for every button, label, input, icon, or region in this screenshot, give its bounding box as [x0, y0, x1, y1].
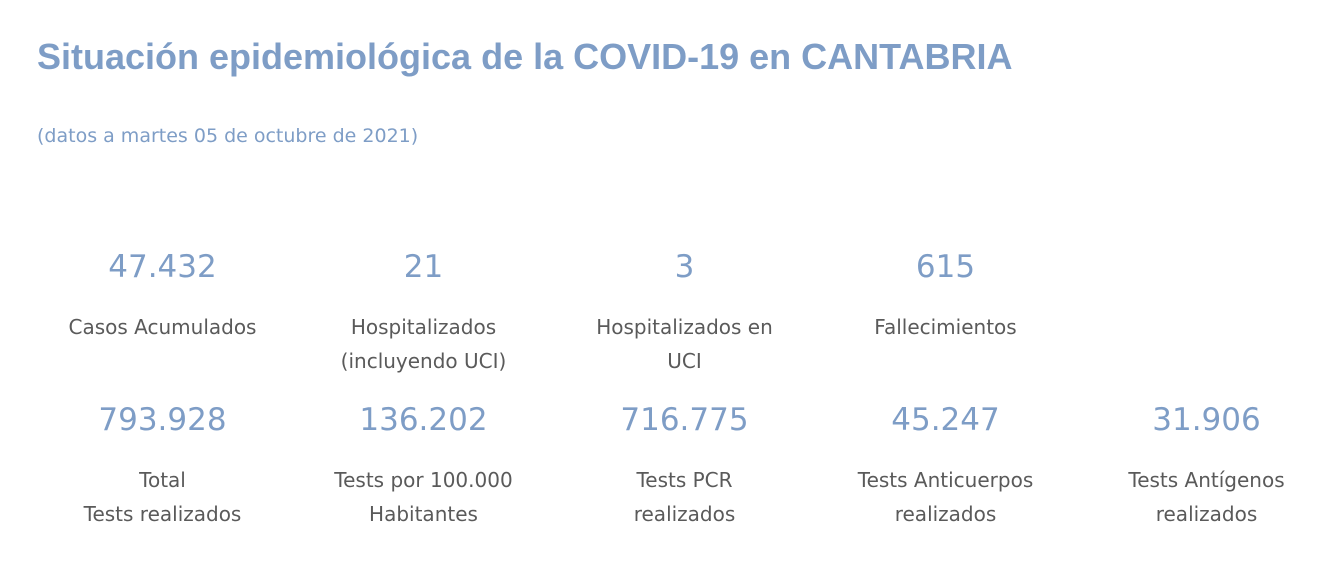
- stat-value: 47.432: [108, 249, 217, 285]
- stat-label: Fallecimientos: [874, 315, 1017, 339]
- page-title: Situación epidemiológica de la COVID-19 …: [37, 36, 1013, 77]
- stat-label: Tests por 100.000 Habitantes: [334, 468, 513, 526]
- stat-value: 793.928: [98, 402, 227, 438]
- stat-label: Total Tests realizados: [83, 468, 242, 526]
- stats-row-tests: 793.928 Total Tests realizados 136.202 T…: [32, 401, 1320, 531]
- data-date-subtitle: (datos a martes 05 de octubre de 2021): [37, 125, 419, 147]
- stat-casos-acumulados: 47.432 Casos Acumulados: [32, 248, 293, 378]
- stat-label: Tests Antígenos realizados: [1128, 468, 1285, 526]
- stat-hospitalizados-uci: 3 Hospitalizados en UCI: [554, 248, 815, 378]
- stat-tests-antigenos: 31.906 Tests Antígenos realizados: [1076, 401, 1320, 531]
- stat-value: 21: [403, 249, 444, 285]
- stat-value: 716.775: [620, 402, 749, 438]
- stat-tests-per-100k: 136.202 Tests por 100.000 Habitantes: [293, 401, 554, 531]
- stat-label: Hospitalizados en UCI: [596, 315, 773, 373]
- stat-label: Tests PCR realizados: [633, 468, 736, 526]
- stat-fallecimientos: 615 Fallecimientos: [815, 248, 1076, 378]
- stat-value: 615: [915, 249, 976, 285]
- stat-tests-pcr: 716.775 Tests PCR realizados: [554, 401, 815, 531]
- stat-tests-anticuerpos: 45.247 Tests Anticuerpos realizados: [815, 401, 1076, 531]
- stat-value: 3: [674, 249, 695, 285]
- stat-value: 136.202: [359, 402, 488, 438]
- stat-value: 31.906: [1152, 402, 1261, 438]
- stat-label: Casos Acumulados: [68, 315, 257, 339]
- stat-value: 45.247: [891, 402, 1000, 438]
- stats-row-cases: 47.432 Casos Acumulados 21 Hospitalizado…: [32, 248, 1320, 378]
- stat-label: Tests Anticuerpos realizados: [857, 468, 1034, 526]
- stat-label: Hospitalizados (incluyendo UCI): [340, 315, 507, 373]
- stat-total-tests: 793.928 Total Tests realizados: [32, 401, 293, 531]
- stat-hospitalizados: 21 Hospitalizados (incluyendo UCI): [293, 248, 554, 378]
